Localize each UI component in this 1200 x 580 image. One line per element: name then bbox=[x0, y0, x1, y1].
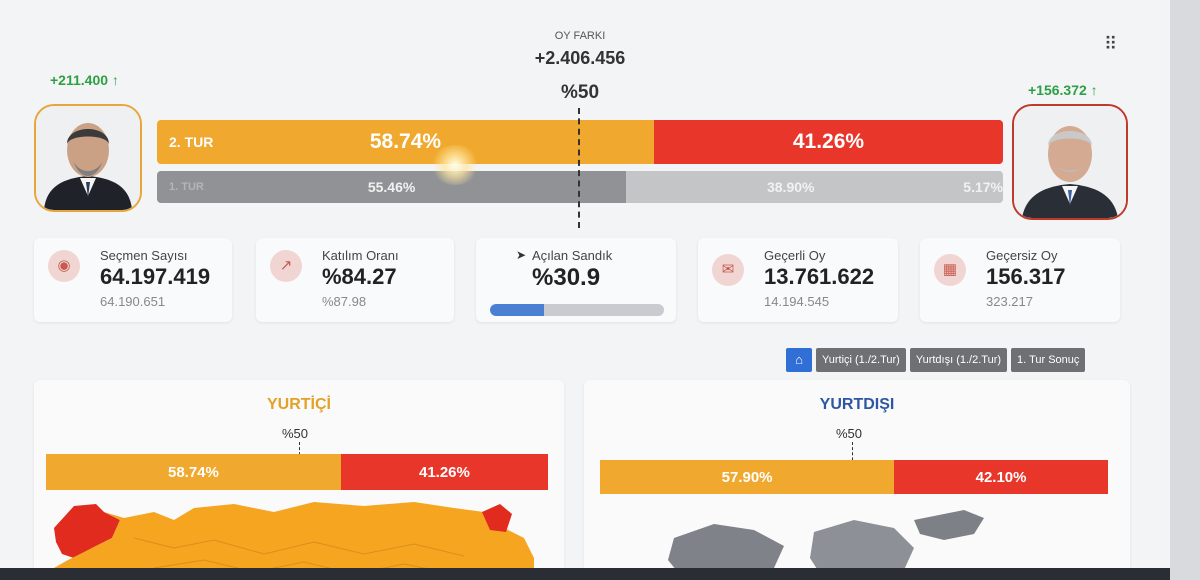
fifty-percent-line bbox=[578, 108, 580, 228]
right-candidate-gain: +156.372 ↑ bbox=[1028, 82, 1098, 98]
turnout-previous: %87.98 bbox=[322, 294, 367, 309]
voters-card: ◉ Seçmen Sayısı 64.197.419 64.190.651 bbox=[34, 238, 232, 322]
voters-value: 64.197.419 bbox=[100, 264, 211, 289]
opened-boxes-value: %30.9 bbox=[532, 264, 601, 291]
taskbar bbox=[0, 568, 1170, 580]
valid-votes-label: Geçerli Oy bbox=[764, 248, 826, 263]
round2-right-percentage: 41.26% bbox=[792, 130, 865, 153]
calendar-icon: ▦ bbox=[934, 254, 966, 286]
opened-boxes-card: Açılan Sandık %30.9 bbox=[476, 238, 676, 322]
turnout-label: Katılım Oranı bbox=[322, 248, 399, 263]
fifty-percent-marker-label: %50 bbox=[560, 82, 600, 103]
valid-votes-value: 13.761.622 bbox=[764, 264, 875, 289]
valid-votes-card: ✉ Geçerli Oy 13.761.622 14.194.545 bbox=[698, 238, 898, 322]
domestic-result-bar: 58.74% 41.26% bbox=[46, 454, 548, 490]
round2-left-segment: 2. TUR 58.74% bbox=[157, 120, 654, 164]
opened-boxes-progress bbox=[490, 304, 664, 316]
results-nav: ⌂ Yurtiçi (1./2.Tur) Yurtdışı (1./2.Tur)… bbox=[786, 348, 1086, 372]
round2-label: 2. TUR bbox=[169, 134, 214, 150]
round1-label: 1. TUR bbox=[169, 181, 204, 193]
voters-previous: 64.190.651 bbox=[100, 294, 166, 309]
round1-segment-c: 5.17% bbox=[955, 171, 1003, 203]
round1-c-percentage: 5.17% bbox=[963, 179, 1003, 195]
home-icon[interactable]: ⌂ bbox=[786, 348, 812, 372]
domestic-left-percentage: 58.74% bbox=[167, 463, 219, 481]
chart-icon: ↗ bbox=[270, 250, 302, 282]
nav-domestic-button[interactable]: Yurtiçi (1./2.Tur) bbox=[816, 348, 906, 372]
right-candidate-photo bbox=[1012, 104, 1128, 220]
round2-result-bar: 2. TUR 58.74% 41.26% bbox=[157, 120, 1003, 164]
vote-difference-value: +2.406.456 bbox=[534, 48, 626, 68]
mouse-cursor-icon: ➤ bbox=[516, 248, 527, 262]
domestic-right-percentage: 41.26% bbox=[418, 463, 470, 481]
nav-abroad-button[interactable]: Yurtdışı (1./2.Tur) bbox=[909, 348, 1008, 372]
screen-glare bbox=[430, 145, 480, 185]
domestic-left-segment: 58.74% bbox=[46, 454, 341, 490]
round1-result-bar: 1. TUR 55.46% 38.90% 5.17% bbox=[157, 171, 1003, 203]
opened-boxes-label: Açılan Sandık bbox=[532, 248, 613, 263]
world-map bbox=[668, 510, 984, 568]
invalid-votes-card: ▦ Geçersiz Oy 156.317 323.217 bbox=[920, 238, 1120, 322]
round1-segment-b: 38.90% bbox=[626, 171, 956, 203]
domestic-panel: YURTİÇİ %50 58.74% 41.26% bbox=[34, 380, 564, 568]
ballot-icon: ✉ bbox=[712, 254, 744, 286]
abroad-result-bar: 57.90% 42.10% bbox=[600, 460, 1108, 494]
invalid-votes-label: Geçersiz Oy bbox=[986, 248, 1058, 263]
valid-votes-previous: 14.194.545 bbox=[764, 294, 830, 309]
round1-b-percentage: 38.90% bbox=[766, 179, 815, 195]
abroad-right-percentage: 42.10% bbox=[975, 468, 1027, 486]
election-results-screen: OY FARKI +2.406.456 %50 ⠿ +211.400 ↑ +15… bbox=[0, 0, 1170, 568]
abroad-half-label: %50 bbox=[836, 426, 863, 441]
turkey-map bbox=[54, 502, 534, 568]
turnout-card: ↗ Katılım Oranı %84.27 %87.98 bbox=[256, 238, 454, 322]
abroad-title: YURTDIŞI bbox=[819, 396, 895, 413]
round1-segment-a: 1. TUR 55.46% bbox=[157, 171, 627, 203]
left-candidate-photo bbox=[34, 104, 142, 212]
round2-right-segment: 41.26% bbox=[653, 120, 1003, 164]
voters-label: Seçmen Sayısı bbox=[100, 248, 188, 263]
people-icon: ◉ bbox=[48, 250, 80, 282]
abroad-panel: YURTDIŞI %50 57.90% 42.10% bbox=[584, 380, 1130, 568]
domestic-half-label: %50 bbox=[282, 426, 309, 441]
opened-boxes-progress-fill bbox=[490, 304, 544, 316]
vote-difference-caption: OY FARKI bbox=[554, 30, 606, 42]
domestic-title: YURTİÇİ bbox=[267, 396, 331, 413]
left-candidate-gain: +211.400 ↑ bbox=[50, 72, 119, 88]
round1-a-percentage: 55.46% bbox=[367, 179, 416, 195]
monitor-frame-edge bbox=[1170, 0, 1200, 580]
grid-icon[interactable]: ⠿ bbox=[1104, 34, 1118, 54]
nav-round1-button[interactable]: 1. Tur Sonuç bbox=[1011, 348, 1086, 372]
abroad-right-segment: 42.10% bbox=[894, 460, 1108, 494]
invalid-votes-value: 156.317 bbox=[986, 264, 1066, 289]
abroad-left-percentage: 57.90% bbox=[721, 468, 773, 486]
domestic-right-segment: 41.26% bbox=[340, 454, 548, 490]
abroad-left-segment: 57.90% bbox=[600, 460, 895, 494]
invalid-votes-previous: 323.217 bbox=[986, 294, 1033, 309]
turnout-value: %84.27 bbox=[322, 264, 397, 289]
round2-left-percentage: 58.74% bbox=[369, 130, 442, 153]
